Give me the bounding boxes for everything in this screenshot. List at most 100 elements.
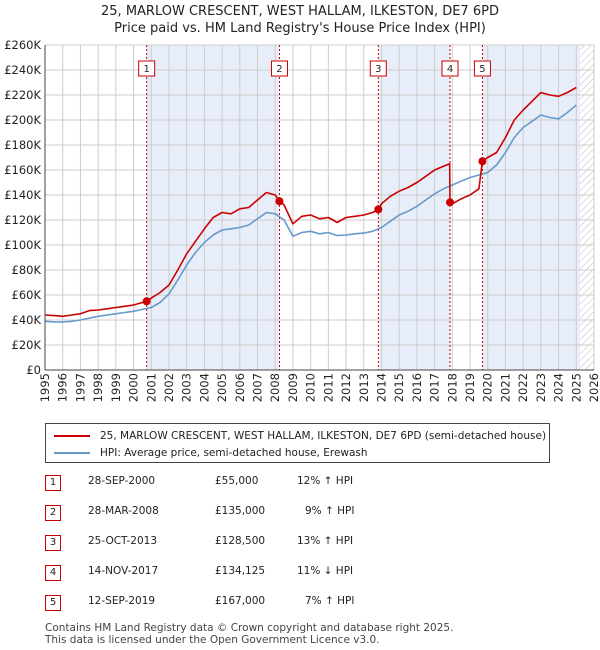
y-tick-label: £0 xyxy=(26,363,41,377)
transaction-number-badge: 4 xyxy=(45,565,61,581)
x-tick-label: 2008 xyxy=(268,373,282,402)
y-tick-label: £40K xyxy=(12,313,42,327)
y-tick-label: £120K xyxy=(4,213,41,227)
chart-legend: 25, MARLOW CRESCENT, WEST HALLAM, ILKEST… xyxy=(45,423,550,463)
x-tick-label: 2013 xyxy=(357,373,371,402)
transaction-number-badge: 2 xyxy=(45,505,61,521)
x-tick-label: 2000 xyxy=(127,373,141,402)
x-tick-label: 1995 xyxy=(38,373,52,402)
y-tick-label: £160K xyxy=(4,163,41,177)
legend-item-property: 25, MARLOW CRESCENT, WEST HALLAM, ILKEST… xyxy=(54,428,546,444)
table-row: 1 28-SEP-2000 £55,000 12% ↑ HPI xyxy=(45,472,465,492)
x-tick-label: 2001 xyxy=(144,373,158,402)
transaction-hpi-change: 11% ↓ HPI xyxy=(297,565,354,577)
legend-hpi-label: HPI: Average price, semi-detached house,… xyxy=(100,447,368,459)
transaction-date: 28-SEP-2000 xyxy=(88,475,156,487)
x-tick-label: 2019 xyxy=(463,373,477,402)
x-tick-label: 1996 xyxy=(56,373,70,402)
transaction-price: £167,000 xyxy=(215,595,266,607)
footer-licence: This data is licensed under the Open Gov… xyxy=(45,634,380,646)
sale-marker-label: 5 xyxy=(479,64,485,75)
transaction-price: £134,125 xyxy=(215,565,266,577)
sale-marker-label: 4 xyxy=(447,64,453,75)
transaction-date: 28-MAR-2008 xyxy=(88,505,159,517)
transaction-price: £128,500 xyxy=(215,535,266,547)
sale-marker-box xyxy=(138,60,156,77)
y-tick-label: £260K xyxy=(4,38,41,52)
footer: Contains HM Land Registry data © Crown c… xyxy=(45,622,453,646)
transaction-hpi-change: 13% ↑ HPI xyxy=(297,535,354,547)
transaction-number-badge: 1 xyxy=(45,475,61,491)
x-tick-label: 2012 xyxy=(339,373,353,402)
y-tick-label: £100K xyxy=(4,238,41,252)
transaction-date: 14-NOV-2017 xyxy=(88,565,159,577)
sale-point xyxy=(142,297,151,306)
chart-title: 25, MARLOW CRESCENT, WEST HALLAM, ILKEST… xyxy=(101,4,499,19)
sale-marker-box xyxy=(473,60,491,77)
x-tick-label: 2014 xyxy=(374,373,388,402)
y-tick-label: £240K xyxy=(4,63,41,77)
x-tick-label: 2006 xyxy=(233,373,247,402)
x-tick-label: 2004 xyxy=(197,373,211,402)
transaction-price: £55,000 xyxy=(215,475,259,487)
x-tick-label: 1997 xyxy=(73,373,87,402)
x-tick-label: 2009 xyxy=(286,373,300,402)
legend-property-swatch xyxy=(54,435,90,437)
x-tick-label: 2017 xyxy=(428,373,442,402)
sale-marker-box xyxy=(441,60,459,77)
x-tick-label: 1999 xyxy=(109,373,123,402)
x-tick-label: 2011 xyxy=(321,373,335,402)
ownership-shade xyxy=(482,45,580,370)
x-tick-label: 2016 xyxy=(410,373,424,402)
sale-marker-box xyxy=(369,60,387,77)
table-row: 2 28-MAR-2008 £135,000 9% ↑ HPI xyxy=(45,502,465,522)
y-tick-label: £200K xyxy=(4,113,41,127)
x-tick-label: 2020 xyxy=(481,373,495,402)
x-tick-label: 2018 xyxy=(445,373,459,402)
x-tick-label: 2010 xyxy=(304,373,318,402)
legend-item-hpi: HPI: Average price, semi-detached house,… xyxy=(54,445,368,461)
transaction-date: 12-SEP-2019 xyxy=(88,595,156,607)
y-tick-label: £180K xyxy=(4,138,41,152)
forecast-hatch xyxy=(579,45,594,370)
x-tick-label: 2025 xyxy=(569,373,583,402)
sale-point xyxy=(275,197,284,206)
y-tick-label: £80K xyxy=(12,263,42,277)
x-tick-label: 2021 xyxy=(498,373,512,402)
sale-marker-label: 3 xyxy=(375,64,381,75)
transaction-hpi-change: 9% ↑ HPI xyxy=(305,505,355,517)
x-tick-label: 2002 xyxy=(162,373,176,402)
y-tick-label: £60K xyxy=(12,288,42,302)
transaction-number-badge: 3 xyxy=(45,535,61,551)
legend-hpi-swatch xyxy=(54,452,90,454)
ownership-shade xyxy=(146,45,280,370)
sale-point xyxy=(374,205,383,214)
y-tick-label: £20K xyxy=(12,338,42,352)
y-tick-label: £140K xyxy=(4,188,41,202)
transaction-price: £135,000 xyxy=(215,505,266,517)
price-chart: 1 2 3 4 5 £0 £20K £40K £60K £80K £100K £120K £140K £… xyxy=(4,38,600,402)
chart-subtitle: Price paid vs. HM Land Registry's House … xyxy=(114,21,486,36)
sale-point xyxy=(446,198,455,207)
footer-copyright: Contains HM Land Registry data © Crown c… xyxy=(45,622,454,634)
sale-marker-box xyxy=(270,60,288,77)
x-tick-label: 1998 xyxy=(91,373,105,402)
x-tick-label: 2026 xyxy=(587,373,600,402)
x-tick-label: 2023 xyxy=(534,373,548,402)
x-tick-label: 2022 xyxy=(516,373,530,402)
sale-marker-label: 1 xyxy=(143,64,149,75)
x-tick-label: 2024 xyxy=(552,373,566,402)
x-tick-label: 2015 xyxy=(392,373,406,402)
transaction-number-badge: 5 xyxy=(45,595,61,611)
y-tick-label: £220K xyxy=(4,88,41,102)
table-row: 5 12-SEP-2019 £167,000 7% ↑ HPI xyxy=(45,592,465,612)
legend-property-label: 25, MARLOW CRESCENT, WEST HALLAM, ILKEST… xyxy=(100,430,547,442)
sale-marker-label: 2 xyxy=(276,64,282,75)
hpi-line xyxy=(45,104,577,323)
sale-point xyxy=(478,157,487,166)
table-row: 3 25-OCT-2013 £128,500 13% ↑ HPI xyxy=(45,532,465,552)
x-tick-label: 2007 xyxy=(251,373,265,402)
transaction-hpi-change: 12% ↑ HPI xyxy=(297,475,354,487)
table-row: 4 14-NOV-2017 £134,125 11% ↓ HPI xyxy=(45,562,465,582)
transaction-date: 25-OCT-2013 xyxy=(88,535,157,547)
